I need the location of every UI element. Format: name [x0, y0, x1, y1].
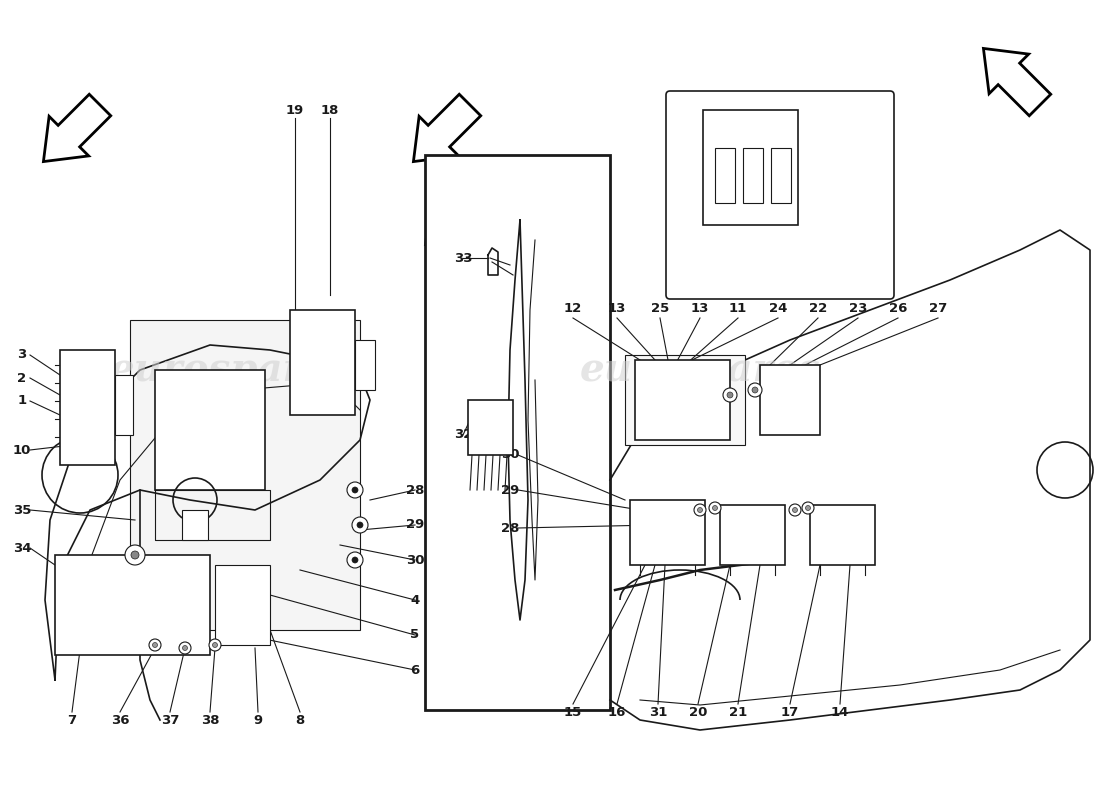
Text: 9: 9	[253, 714, 263, 726]
Circle shape	[212, 642, 218, 647]
FancyBboxPatch shape	[760, 365, 820, 435]
Text: 28: 28	[406, 483, 425, 497]
Text: 20: 20	[689, 706, 707, 718]
Circle shape	[358, 522, 363, 528]
Text: 6: 6	[410, 663, 419, 677]
Text: 12: 12	[564, 302, 582, 314]
FancyBboxPatch shape	[771, 148, 791, 203]
Text: 33: 33	[453, 251, 472, 265]
FancyBboxPatch shape	[625, 355, 745, 445]
Text: 5: 5	[410, 629, 419, 642]
Circle shape	[352, 517, 368, 533]
Text: 18: 18	[321, 103, 339, 117]
Text: 13: 13	[608, 302, 626, 314]
FancyBboxPatch shape	[355, 340, 375, 390]
FancyBboxPatch shape	[60, 350, 116, 465]
FancyBboxPatch shape	[116, 375, 133, 435]
FancyBboxPatch shape	[742, 148, 763, 203]
Circle shape	[710, 502, 720, 514]
FancyBboxPatch shape	[666, 91, 894, 299]
Circle shape	[183, 646, 187, 650]
Text: 8: 8	[296, 714, 305, 726]
Circle shape	[131, 551, 139, 559]
Text: 31: 31	[686, 142, 704, 154]
Circle shape	[352, 487, 358, 493]
Polygon shape	[426, 186, 484, 245]
Circle shape	[153, 642, 157, 647]
Polygon shape	[983, 49, 1050, 116]
Text: 17: 17	[781, 706, 799, 718]
Text: 26: 26	[889, 302, 908, 314]
Text: 38: 38	[200, 714, 219, 726]
Text: eurospares: eurospares	[580, 351, 821, 389]
FancyBboxPatch shape	[290, 310, 355, 415]
Polygon shape	[43, 94, 111, 162]
Text: 16: 16	[608, 706, 626, 718]
Circle shape	[694, 504, 706, 516]
Circle shape	[713, 506, 717, 510]
Text: 37: 37	[161, 714, 179, 726]
Circle shape	[352, 557, 358, 563]
Circle shape	[752, 387, 758, 393]
FancyBboxPatch shape	[720, 505, 785, 565]
FancyBboxPatch shape	[635, 360, 730, 440]
Text: 11: 11	[729, 302, 747, 314]
FancyBboxPatch shape	[130, 320, 360, 630]
Text: 30: 30	[406, 554, 425, 566]
Text: 14: 14	[830, 706, 849, 718]
Circle shape	[125, 545, 145, 565]
Circle shape	[723, 388, 737, 402]
FancyBboxPatch shape	[810, 505, 875, 565]
Circle shape	[792, 507, 798, 513]
Circle shape	[697, 507, 703, 513]
Text: 1: 1	[18, 394, 26, 407]
Text: 32: 32	[454, 429, 472, 442]
Text: 7: 7	[67, 714, 77, 726]
Text: 34: 34	[13, 542, 31, 554]
Circle shape	[748, 383, 762, 397]
FancyBboxPatch shape	[155, 370, 265, 490]
Text: 31: 31	[649, 706, 668, 718]
Circle shape	[179, 642, 191, 654]
Text: 30: 30	[500, 449, 519, 462]
Text: 29: 29	[406, 518, 425, 531]
Text: 23: 23	[849, 302, 867, 314]
Text: 10: 10	[13, 443, 31, 457]
Circle shape	[805, 506, 811, 510]
FancyBboxPatch shape	[214, 565, 270, 645]
Text: 3: 3	[18, 349, 26, 362]
Circle shape	[209, 639, 221, 651]
Circle shape	[802, 502, 814, 514]
Text: 21: 21	[729, 706, 747, 718]
Circle shape	[148, 639, 161, 651]
Text: 27: 27	[928, 302, 947, 314]
FancyBboxPatch shape	[630, 500, 705, 565]
FancyBboxPatch shape	[425, 155, 610, 710]
Text: 25: 25	[651, 302, 669, 314]
FancyBboxPatch shape	[55, 555, 210, 655]
Text: 2: 2	[18, 371, 26, 385]
Text: 19: 19	[286, 103, 304, 117]
Text: 22: 22	[808, 302, 827, 314]
Circle shape	[727, 392, 733, 398]
Text: 4: 4	[410, 594, 419, 606]
Circle shape	[346, 552, 363, 568]
Text: 15: 15	[564, 706, 582, 718]
Text: Vale per GD: Vale per GD	[734, 228, 826, 242]
Text: eurospares: eurospares	[110, 351, 351, 389]
Text: 24: 24	[769, 302, 788, 314]
Circle shape	[346, 482, 363, 498]
FancyBboxPatch shape	[468, 400, 513, 455]
Text: 13: 13	[691, 302, 710, 314]
FancyBboxPatch shape	[182, 510, 208, 540]
Text: 29: 29	[500, 483, 519, 497]
Text: Valid for GD: Valid for GD	[733, 248, 827, 262]
Text: 35: 35	[13, 503, 31, 517]
Polygon shape	[414, 94, 481, 162]
Text: 36: 36	[111, 714, 130, 726]
FancyBboxPatch shape	[703, 110, 798, 225]
FancyBboxPatch shape	[715, 148, 735, 203]
Text: 28: 28	[500, 522, 519, 534]
Circle shape	[789, 504, 801, 516]
